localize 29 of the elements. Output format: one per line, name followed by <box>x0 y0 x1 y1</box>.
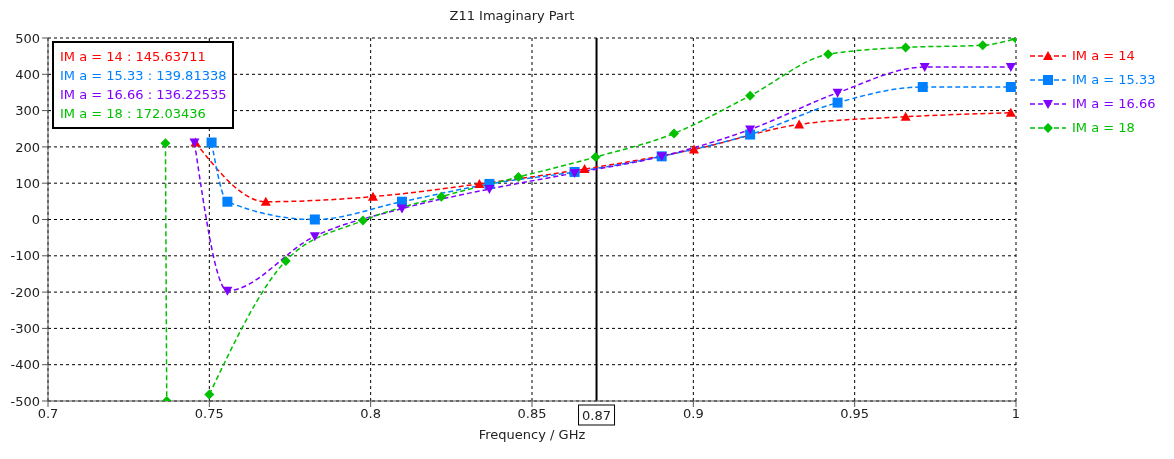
legend-label: IM a = 16.66 <box>1072 95 1156 113</box>
x-tick-label: 1 <box>1011 406 1021 422</box>
annotation: IM a = 15.33 : 139.81338 <box>60 67 227 85</box>
chart-title: Z11 Imaginary Part <box>448 8 576 23</box>
x-tick-label: 0.85 <box>517 406 547 422</box>
y-tick-label: -200 <box>10 284 40 300</box>
legend-label: IM a = 18 <box>1072 119 1135 137</box>
x-tick-label: 0.8 <box>360 406 382 422</box>
x-tick-label: 0.9 <box>682 406 704 422</box>
y-tick-label: 100 <box>15 175 40 191</box>
annotation: IM a = 14 : 145.63711 <box>60 48 207 66</box>
annotation: IM a = 16.66 : 136.22535 <box>60 86 227 104</box>
y-tick-label: -300 <box>10 321 40 337</box>
y-tick-label: 300 <box>15 103 40 119</box>
y-tick-label: -400 <box>10 357 40 373</box>
x-tick-label: 0.95 <box>840 406 870 422</box>
ref-line-label: 0.87 <box>582 408 612 423</box>
annotation: IM a = 18 : 172.03436 <box>60 105 207 123</box>
x-tick-label: 0.7 <box>37 406 59 422</box>
y-tick-label: -100 <box>10 248 40 264</box>
legend-label: IM a = 14 <box>1072 47 1135 65</box>
y-tick-label: 200 <box>15 139 40 155</box>
y-tick-label: 0 <box>31 212 40 228</box>
y-tick-label: 500 <box>15 30 40 46</box>
y-tick-label: 400 <box>15 66 40 82</box>
legend-label: IM a = 15.33 <box>1072 71 1156 89</box>
y-tick-label: -500 <box>10 393 40 409</box>
x-tick-label: 0.75 <box>194 406 224 422</box>
x-axis-title: Frequency / GHz <box>478 427 586 442</box>
